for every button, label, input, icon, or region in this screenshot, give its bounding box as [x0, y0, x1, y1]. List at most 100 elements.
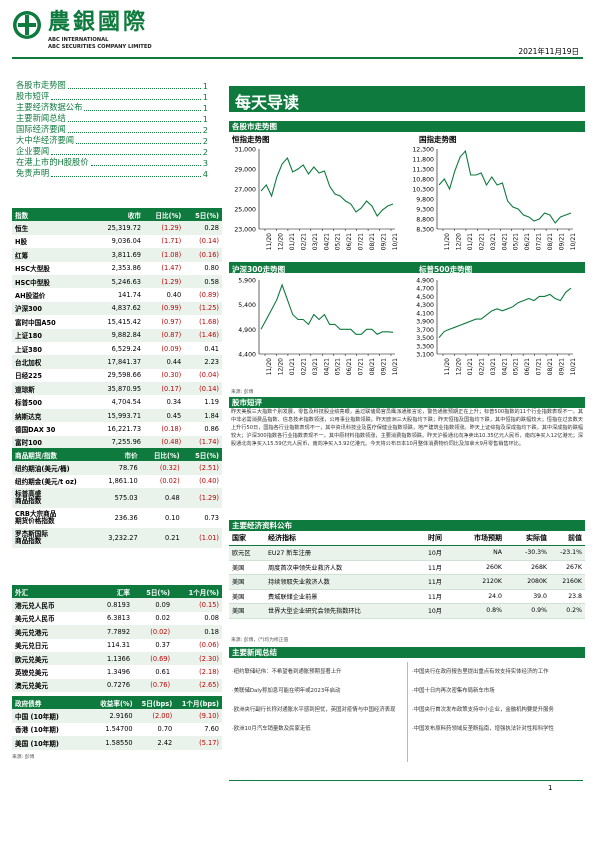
- y-tick-label: 4,500: [416, 294, 434, 301]
- toc-item[interactable]: 股市短评 1: [16, 91, 208, 102]
- y-tick-label: 31,000: [234, 147, 256, 154]
- toc-item[interactable]: 大中华经济要闻 2: [16, 135, 208, 146]
- events-row: 美国 费城联储企业前景 11月 24.0 39.0 23.8: [229, 589, 585, 604]
- events-header-cell: 国家: [229, 531, 265, 546]
- toc-item[interactable]: 企业要闻 2: [16, 146, 208, 157]
- table-cell: 6.3813: [106, 614, 131, 623]
- table-cell: (0.97): [161, 317, 182, 326]
- table-cell: 美元兑人民币: [15, 615, 55, 624]
- table-cell: (1.29): [144, 274, 185, 289]
- toc-item[interactable]: 各股市走势图 1: [16, 80, 208, 91]
- table-row: CRB大宗商品 期货价格指数 236.36 0.10 0.73: [12, 508, 222, 528]
- x-tick-label: 01/21: [289, 233, 296, 250]
- table-cell: 15,415.42: [107, 317, 142, 326]
- news-item[interactable]: ·美联储Daly称加息可能在明年或2023年启动: [232, 688, 341, 694]
- table-header-cell: 5日(%): [182, 448, 222, 462]
- table-cell: (0.14): [199, 237, 219, 246]
- toc-label[interactable]: 各股市走势图: [16, 80, 66, 90]
- news-item[interactable]: ·中国十日内再次密集布局新车市场: [412, 688, 495, 694]
- events-header-cell: 实际值: [505, 531, 550, 546]
- table-cell: HSC大型股: [15, 265, 50, 274]
- toc-page: 1: [202, 81, 208, 91]
- x-tick-label: 07/21: [358, 358, 365, 375]
- toc-item[interactable]: 国际经济要闻 2: [16, 124, 208, 135]
- y-tick-label: 10,800: [412, 177, 434, 184]
- table-cell: (0.76): [133, 678, 174, 693]
- table-cell: 上证180: [12, 328, 94, 342]
- x-tick-label: 05/21: [513, 233, 520, 250]
- toc-label[interactable]: 大中华经济要闻: [16, 135, 75, 145]
- y-tick-label: 4,300: [416, 302, 434, 309]
- news-item[interactable]: ·纽约联储纪伟：不希望看到通胀预期显著上升: [232, 669, 342, 675]
- logo-en2: ABC SECURITIES COMPANY LIMITED: [48, 44, 152, 50]
- toc-label[interactable]: 主要新闻总结: [16, 113, 66, 123]
- toc-label[interactable]: 企业要闻: [16, 146, 50, 156]
- toc-label[interactable]: 国际经济要闻: [16, 124, 66, 134]
- table-cell: (0.02): [159, 477, 180, 486]
- table-cell: 15,993.71: [94, 408, 145, 423]
- table-cell: (0.99): [144, 301, 185, 316]
- news-item[interactable]: ·中国央行在政府报告里提出重点有效支持实体经济的工作: [412, 669, 549, 675]
- toc-label[interactable]: 股市短评: [16, 91, 50, 101]
- x-tick-label: 03/21: [312, 233, 319, 250]
- table-of-contents: 各股市走势图 1 股市短评 1 主要经济数据公布 1 主要新闻总结 1 国际经济要闻 2 大中华经济…: [16, 80, 208, 179]
- table-cell: 575.03: [94, 488, 141, 509]
- y-tick-label: 27,000: [234, 187, 256, 194]
- x-tick-label: 07/21: [536, 233, 543, 250]
- table-header-cell: 汇率: [94, 585, 134, 599]
- table-cell: (0.15): [173, 598, 222, 612]
- table-cell: 1.84: [184, 408, 222, 423]
- events-cell: -23.1%: [550, 545, 585, 561]
- series-line: [438, 149, 572, 224]
- table-cell: (0.18): [161, 424, 182, 433]
- toc-item[interactable]: 主要经济数据公布 1: [16, 102, 208, 113]
- table-cell: (2.51): [182, 461, 222, 475]
- events-cell: 2160K: [550, 574, 585, 590]
- toc-label[interactable]: 主要经济数据公布: [16, 102, 83, 112]
- y-tick-label: 4,100: [416, 310, 434, 317]
- table-cell: 6,529.24: [111, 344, 142, 353]
- news-item[interactable]: ·欧洲央行副行长称对通胀水平感到担忧，英国对疫情与中国经济表现: [232, 707, 396, 713]
- toc-item[interactable]: 免责声明 4: [16, 168, 208, 179]
- table-cell: (1.74): [184, 435, 222, 450]
- commentary-title: 股市短评: [229, 397, 585, 408]
- x-tick-label: 05/21: [513, 358, 520, 375]
- x-tick-label: 04/21: [323, 233, 330, 250]
- table-cell: 欧元兑美元: [12, 651, 94, 666]
- report-date: 2021年11月19日: [518, 47, 579, 56]
- table-row: 德国DAX 30 16,221.73 (0.18) 0.86: [12, 422, 222, 435]
- events-cell: -30.3%: [505, 545, 550, 561]
- y-tick-label: 9,800: [416, 197, 434, 204]
- toc-item[interactable]: 主要新闻总结 1: [16, 113, 208, 124]
- table-cell: 日经225: [15, 372, 42, 381]
- series-line: [438, 287, 572, 338]
- x-tick-label: 04/21: [501, 233, 508, 250]
- table-cell: 0.28: [184, 221, 222, 235]
- table-cell: 236.36: [114, 514, 138, 523]
- toc-label[interactable]: 在港上市的H股股价: [16, 157, 89, 167]
- events-cell: 美国: [229, 574, 265, 590]
- events-cell: 2120K: [445, 574, 505, 590]
- table-cell: 标普高盛 商品指数: [12, 488, 94, 509]
- y-tick-label: 8,800: [416, 217, 434, 224]
- events-cell: 11月: [395, 560, 445, 575]
- news-item[interactable]: ·中国央行首次发布政策支持中小企业，金融机构要提升服务: [412, 707, 554, 713]
- x-tick-label: 06/21: [346, 358, 353, 375]
- table-cell: 恒生: [12, 221, 94, 235]
- table-cell: 16,221.73: [107, 424, 142, 433]
- table-row: 纽约期油(美元/桶) 78.76 (0.32) (2.51): [12, 461, 222, 475]
- table-cell: (2.65): [173, 678, 222, 693]
- table-cell: (0.69): [133, 651, 174, 666]
- news-item[interactable]: ·中国发布原料药领域反垄断指南，增强执法针对性和科学性: [412, 726, 554, 732]
- events-row: 欧元区 EU27 新车注册 10月 NA -30.3% -23.1%: [229, 545, 585, 561]
- events-cell: 美国: [229, 603, 265, 619]
- toc-item[interactable]: 在港上市的H股股价 3: [16, 157, 208, 168]
- toc-label[interactable]: 免责声明: [16, 168, 50, 178]
- table-cell: 台北加权: [12, 355, 94, 369]
- news-item[interactable]: ·欧洲10月汽车销量数及民家走低: [232, 726, 311, 732]
- y-tick-label: 4,900: [416, 278, 434, 285]
- table-cell: 0.61: [155, 668, 171, 677]
- table-cell: 1.58550: [94, 736, 136, 750]
- table-cell: 上证380: [15, 345, 42, 354]
- table-row: 欧元兑美元 1.1366 (0.69) (2.30): [12, 651, 222, 666]
